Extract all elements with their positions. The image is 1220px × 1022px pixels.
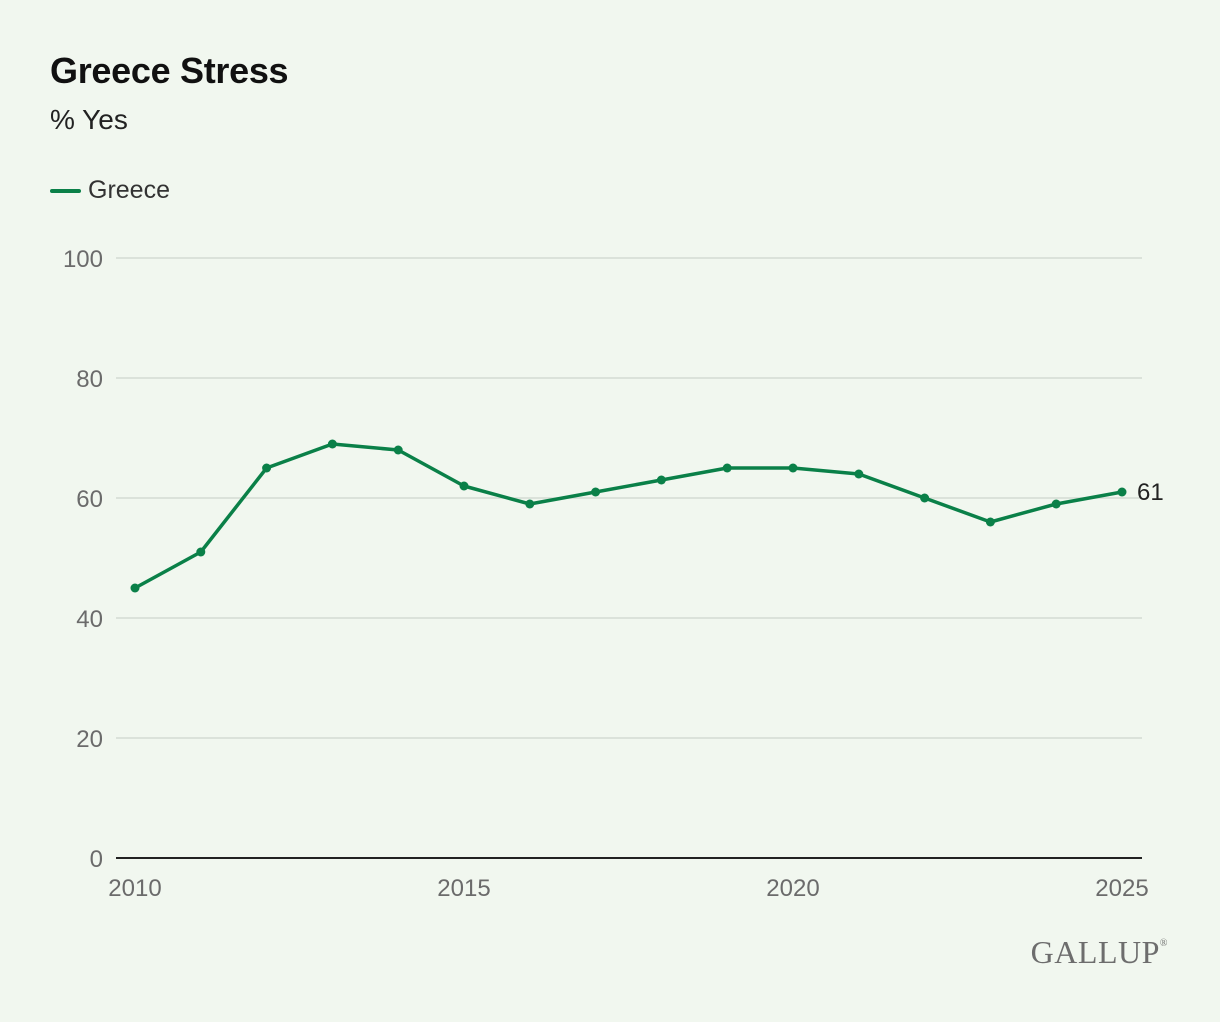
registered-mark: ® bbox=[1159, 938, 1168, 949]
data-point-2021 bbox=[854, 469, 864, 479]
data-point-2024 bbox=[1051, 499, 1061, 509]
gallup-logo-text: GALLUP bbox=[1030, 934, 1160, 970]
data-point-2025 bbox=[1117, 487, 1127, 497]
data-point-2014 bbox=[393, 445, 403, 455]
series-line-greece bbox=[133, 442, 1124, 590]
legend-label: Greece bbox=[88, 176, 170, 204]
data-point-2013 bbox=[327, 439, 337, 449]
legend: Greece bbox=[50, 176, 170, 205]
data-point-2022 bbox=[920, 493, 930, 503]
chart-title: Greece Stress bbox=[50, 50, 289, 91]
data-point-2017 bbox=[591, 487, 601, 497]
data-point-2018 bbox=[656, 475, 666, 485]
data-point-2012 bbox=[262, 463, 272, 473]
data-point-2015 bbox=[459, 481, 469, 491]
legend-swatch bbox=[50, 188, 81, 193]
data-point-2010 bbox=[130, 583, 140, 593]
data-point-2016 bbox=[525, 499, 535, 509]
y-tick-label-80: 80 bbox=[76, 366, 103, 393]
data-point-2011 bbox=[196, 547, 206, 557]
x-tick-label-2025: 2025 bbox=[1095, 875, 1148, 902]
data-point-2023 bbox=[985, 517, 995, 527]
x-tick-label-2015: 2015 bbox=[437, 875, 490, 902]
data-point-2020 bbox=[788, 463, 798, 473]
y-tick-label-100: 100 bbox=[63, 246, 103, 273]
y-tick-label-20: 20 bbox=[76, 726, 103, 753]
y-tick-label-40: 40 bbox=[76, 606, 103, 633]
y-tick-label-0: 0 bbox=[90, 846, 103, 873]
y-tick-label-60: 60 bbox=[76, 486, 103, 513]
end-value-label: 61 bbox=[1137, 479, 1164, 506]
data-point-2019 bbox=[722, 463, 732, 473]
x-tick-label-2010: 2010 bbox=[108, 875, 161, 902]
chart-subtitle: % Yes bbox=[50, 104, 128, 135]
gallup-logo: GALLUP® bbox=[1031, 934, 1168, 971]
x-tick-label-2020: 2020 bbox=[766, 875, 819, 902]
